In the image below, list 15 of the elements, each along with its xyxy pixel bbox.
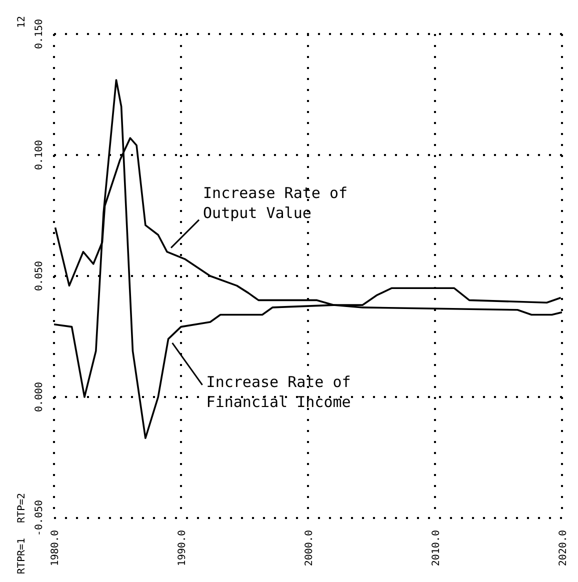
x-tick-label: 1980.0 [50, 530, 61, 566]
y-tick-label: 0.150 [34, 18, 45, 50]
x-tick-label: 2020.0 [558, 530, 569, 566]
text: RTP=2 [16, 492, 28, 524]
x-tick-label: 2010.0 [431, 530, 442, 566]
y-tick-label: 0.000 [34, 382, 45, 412]
text: Increase Rate of Financial Income [206, 372, 351, 411]
y-tick-label: 0.100 [34, 140, 45, 170]
text: RTPR=1 [16, 538, 28, 574]
x-tick-label: 1990.0 [177, 530, 188, 566]
text: 12 [16, 16, 28, 28]
y-tick-label: -0.050 [34, 500, 45, 536]
text: Increase Rate of Output Value [203, 184, 348, 222]
x-tick-label: 2000.0 [304, 530, 315, 566]
y-tick-label: 0.050 [34, 260, 45, 292]
